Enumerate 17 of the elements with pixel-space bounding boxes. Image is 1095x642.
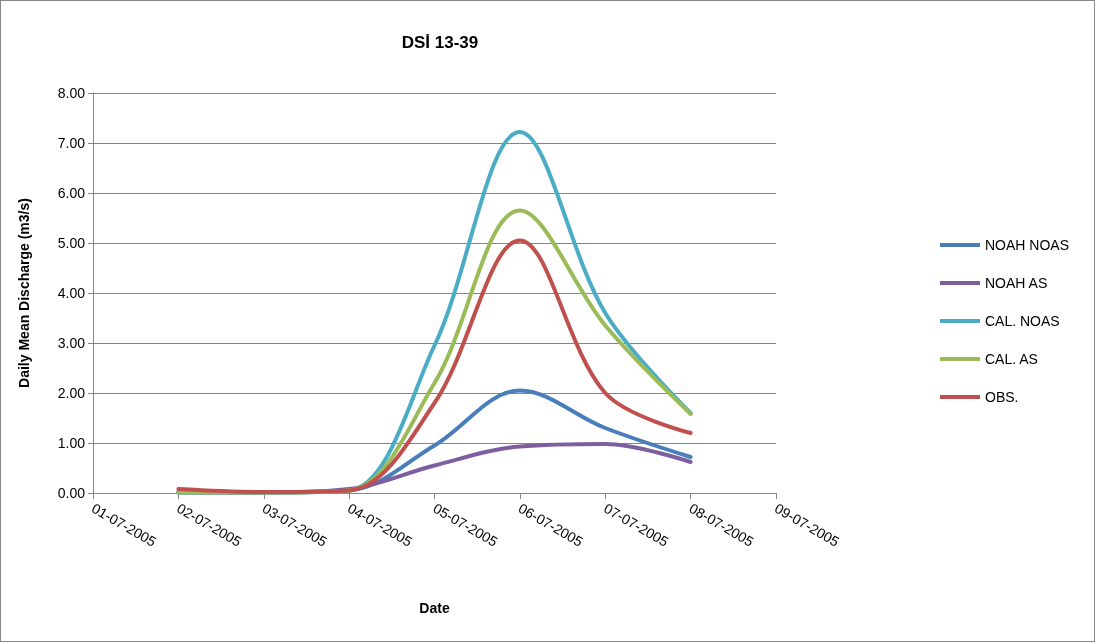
y-tick-label: 5.00: [57, 235, 86, 251]
y-tick-label: 8.00: [57, 85, 86, 101]
legend-label: OBS.: [984, 389, 1019, 405]
legend-label: NOAH AS: [984, 275, 1048, 291]
x-axis-title: Date: [419, 600, 450, 616]
legend-label: NOAH NOAS: [984, 237, 1069, 253]
legend-label: CAL. NOAS: [984, 313, 1060, 329]
y-tick-label: 0.00: [57, 485, 86, 501]
y-tick-label: 2.00: [57, 385, 86, 401]
y-tick-label: 3.00: [57, 335, 86, 351]
chart-title: DSİ 13-39: [401, 33, 479, 52]
legend-label: CAL. AS: [984, 351, 1038, 367]
y-tick-label: 7.00: [57, 135, 86, 151]
y-tick-label: 4.00: [57, 285, 86, 301]
y-tick-label: 1.00: [57, 435, 86, 451]
y-axis-title: Daily Mean Discharge (m3/s): [16, 198, 32, 388]
y-tick-label: 6.00: [57, 185, 86, 201]
